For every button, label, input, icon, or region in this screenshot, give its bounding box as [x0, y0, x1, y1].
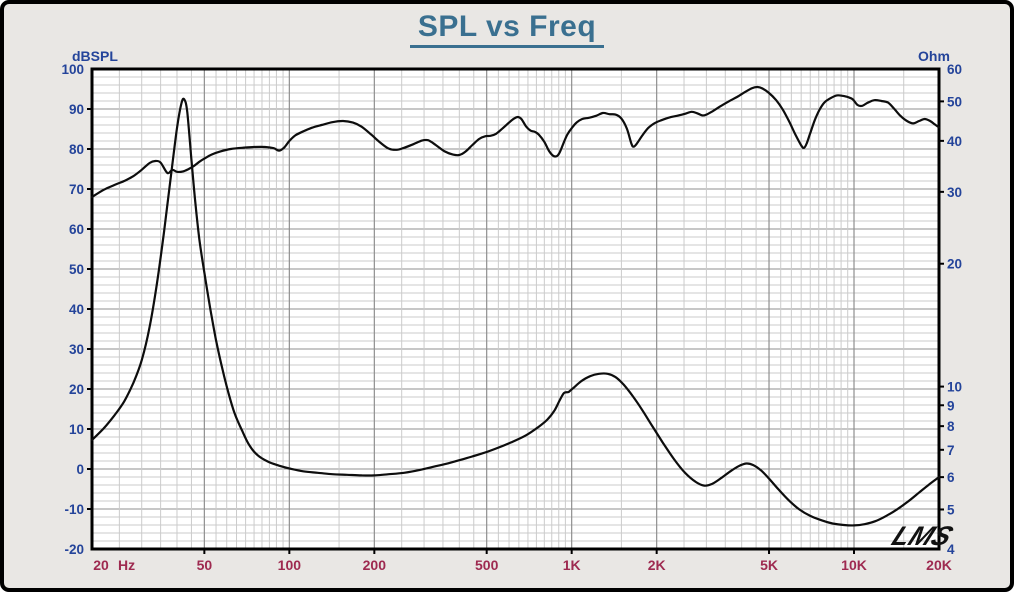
data-curves	[90, 85, 941, 527]
spl-curve	[90, 85, 941, 199]
right-tick-label: 9	[947, 398, 955, 413]
right-tick-label: 7	[947, 443, 955, 458]
chart-title: SPL vs Freq	[409, 10, 605, 48]
left-tick-label: 100	[61, 62, 84, 77]
right-tick-label: 50	[947, 94, 962, 109]
spl-vs-freq-plot: 1009080706050403020100-10-20605040302010…	[61, 48, 962, 573]
x-tick-label: 50	[197, 557, 213, 573]
left-tick-label: 60	[69, 222, 84, 237]
x-tick-label: 5K	[760, 557, 778, 573]
axis-tick-marks	[87, 100, 944, 554]
left-tick-label: -20	[64, 542, 84, 557]
right-tick-label: 30	[947, 185, 962, 200]
right-tick-label: 60	[947, 62, 962, 77]
x-axis-unit-label: Hz	[118, 557, 135, 573]
right-axis-title: Ohm	[918, 48, 950, 64]
left-tick-label: 20	[69, 382, 84, 397]
left-tick-label: 0	[76, 462, 84, 477]
title-bar: SPL vs Freq	[4, 10, 1010, 48]
lms-logo: LMS	[887, 520, 958, 551]
right-tick-label: 10	[947, 380, 962, 395]
left-axis-title: dBSPL	[72, 48, 118, 64]
axis-tick-labels: 1009080706050403020100-10-20605040302010…	[61, 62, 962, 573]
right-tick-label: 20	[947, 257, 962, 272]
impedance-curve	[90, 97, 941, 527]
grid-lines	[92, 69, 939, 549]
x-tick-label: 20	[93, 557, 109, 573]
x-tick-label: 1K	[563, 557, 581, 573]
right-tick-label: 4	[947, 542, 955, 557]
x-tick-label: 100	[278, 557, 302, 573]
left-tick-label: 40	[69, 302, 84, 317]
left-tick-label: 80	[69, 142, 84, 157]
left-tick-label: 70	[69, 182, 84, 197]
left-tick-label: 10	[69, 422, 84, 437]
right-tick-label: 6	[947, 470, 955, 485]
left-tick-label: 90	[69, 102, 84, 117]
right-tick-label: 8	[947, 419, 955, 434]
left-tick-label: 30	[69, 342, 84, 357]
x-tick-label: 500	[475, 557, 499, 573]
x-tick-label: 20K	[926, 557, 952, 573]
lms-logo-text: LMS	[887, 520, 958, 551]
left-tick-label: 50	[69, 262, 84, 277]
x-tick-label: 200	[363, 557, 387, 573]
left-tick-label: -10	[64, 502, 84, 517]
x-tick-label: 2K	[648, 557, 666, 573]
x-tick-label: 10K	[841, 557, 867, 573]
right-tick-label: 5	[947, 502, 955, 517]
right-tick-label: 40	[947, 134, 962, 149]
